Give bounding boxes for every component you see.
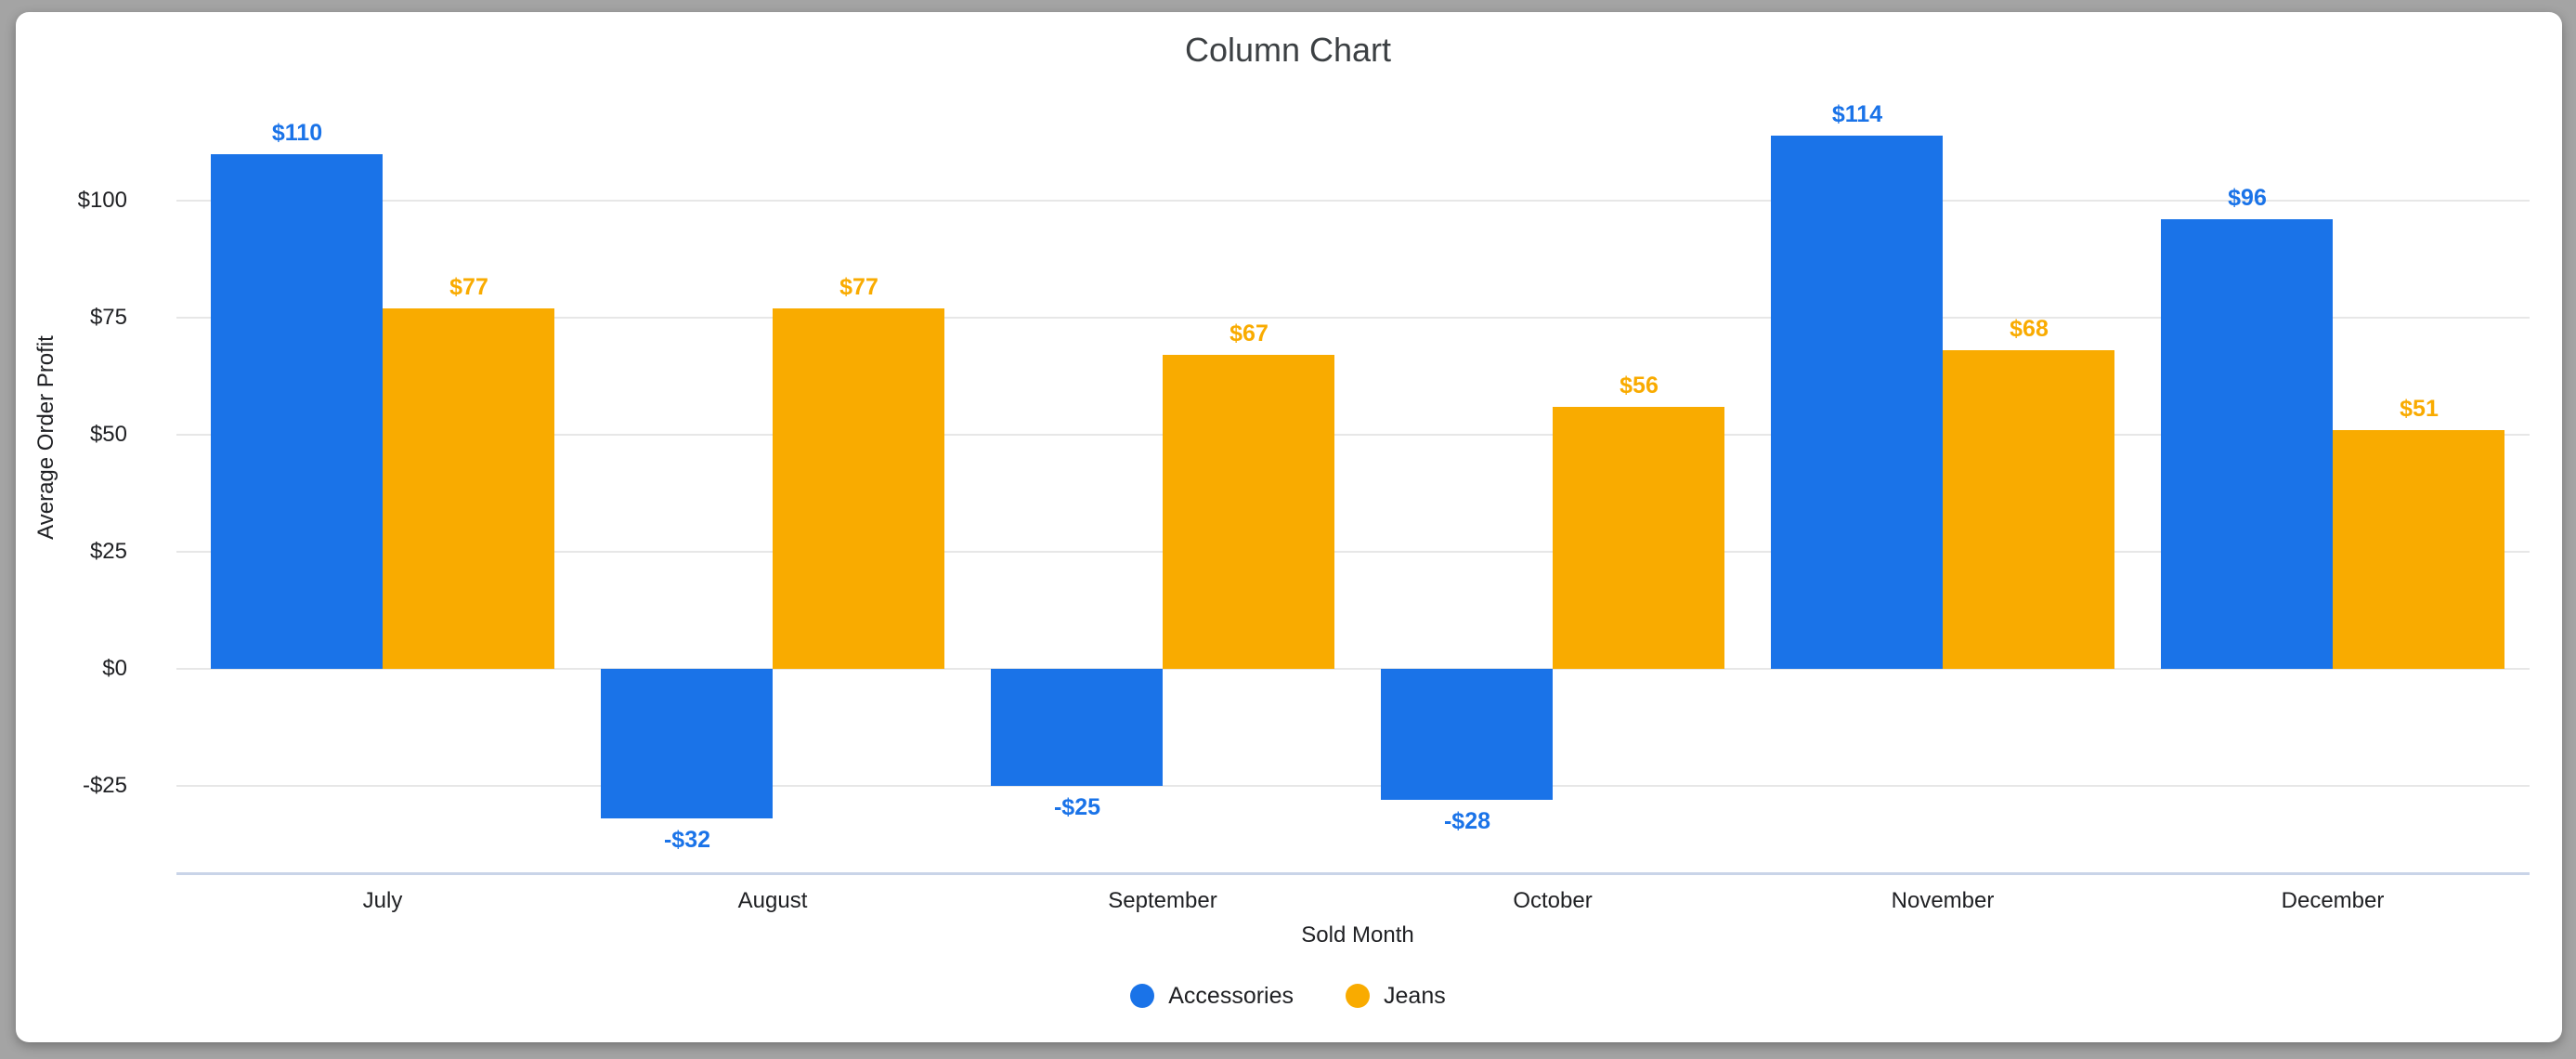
x-tick-label-september: September bbox=[1108, 888, 1217, 913]
bar-value-label: $77 bbox=[449, 274, 488, 300]
gridline-0 bbox=[176, 668, 2530, 670]
bar-value-label: -$25 bbox=[1053, 794, 1101, 820]
x-tick-label-november: November bbox=[1891, 888, 1995, 913]
chart-title: Column Chart bbox=[1184, 31, 1392, 69]
bar-accessories-august[interactable] bbox=[601, 669, 773, 818]
bar-value-label: $110 bbox=[271, 120, 323, 146]
legend-color-dot bbox=[1346, 984, 1371, 1008]
gridline-25 bbox=[176, 551, 2530, 553]
bar-value-label: -$28 bbox=[1443, 808, 1491, 834]
bar-value-label: -$32 bbox=[663, 827, 711, 853]
x-tick-label-august: August bbox=[737, 888, 808, 913]
legend-label: Accessories bbox=[1168, 982, 1295, 1009]
y-tick-label: $100 bbox=[77, 188, 127, 213]
y-tick-label: $25 bbox=[89, 539, 127, 564]
x-tick-label-july: July bbox=[362, 888, 403, 913]
bar-jeans-october[interactable] bbox=[1553, 407, 1724, 669]
bar-jeans-july[interactable] bbox=[383, 308, 554, 669]
bar-accessories-october[interactable] bbox=[1381, 669, 1553, 800]
gridline--25 bbox=[176, 785, 2530, 787]
gridline-75 bbox=[176, 317, 2530, 319]
bar-jeans-september[interactable] bbox=[1163, 355, 1334, 669]
bar-value-label: $114 bbox=[1831, 101, 1883, 127]
bar-value-label: $67 bbox=[1229, 320, 1268, 346]
y-tick-label: $0 bbox=[102, 656, 127, 681]
bar-accessories-november[interactable] bbox=[1771, 136, 1943, 669]
bar-value-label: $51 bbox=[2400, 396, 2439, 422]
bar-jeans-december[interactable] bbox=[2333, 430, 2504, 669]
x-axis-title: Sold Month bbox=[1301, 922, 1414, 948]
legend-color-dot bbox=[1130, 984, 1155, 1008]
x-tick-label-october: October bbox=[1513, 888, 1593, 913]
bar-accessories-september[interactable] bbox=[991, 669, 1163, 786]
legend-label: Jeans bbox=[1384, 982, 1446, 1009]
y-tick-label: $50 bbox=[89, 422, 127, 447]
bar-accessories-december[interactable] bbox=[2161, 219, 2333, 669]
legend-item-accessories[interactable]: Accessories bbox=[1130, 983, 1294, 1010]
bar-jeans-november[interactable] bbox=[1943, 350, 2114, 669]
x-axis-line bbox=[176, 872, 2530, 875]
gridline-100 bbox=[176, 200, 2530, 202]
y-tick-label: -$25 bbox=[82, 773, 127, 798]
y-tick-label: $75 bbox=[89, 305, 127, 330]
bar-jeans-august[interactable] bbox=[773, 308, 944, 669]
bar-value-label: $96 bbox=[2228, 185, 2267, 211]
bar-value-label: $56 bbox=[1620, 373, 1659, 399]
chart-legend: Accessories Jeans bbox=[0, 978, 2576, 1013]
gridline-50 bbox=[176, 434, 2530, 436]
legend-item-jeans[interactable]: Jeans bbox=[1346, 983, 1446, 1010]
x-tick-label-december: December bbox=[2281, 888, 2385, 913]
bar-value-label: $68 bbox=[2010, 316, 2049, 342]
bar-accessories-july[interactable] bbox=[211, 154, 383, 669]
bar-value-label: $77 bbox=[839, 274, 878, 300]
